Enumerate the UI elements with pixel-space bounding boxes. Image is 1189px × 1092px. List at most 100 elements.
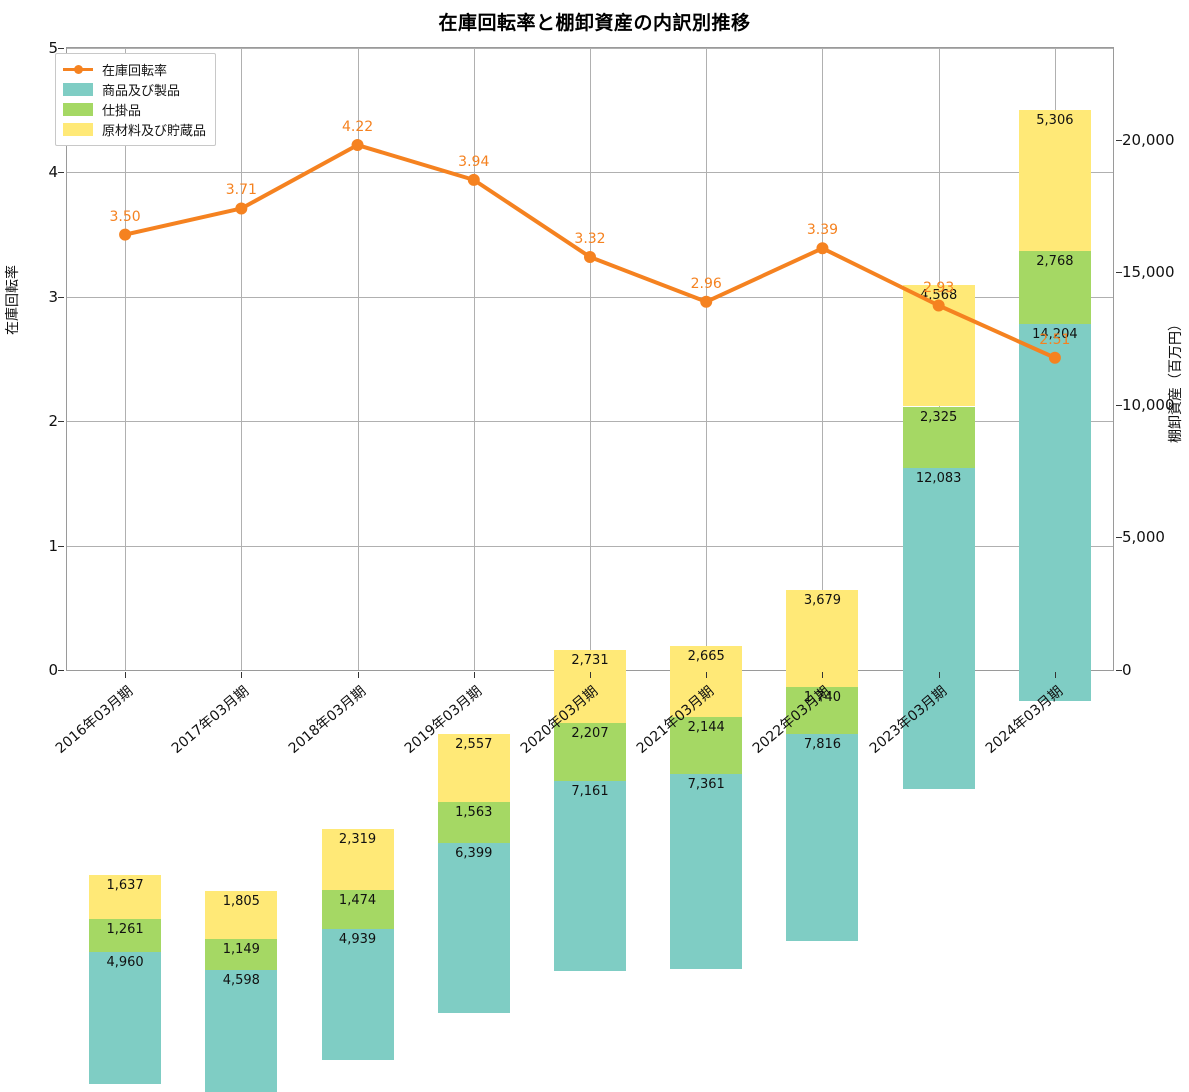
chart-legend: 在庫回転率商品及び製品 仕掛品原材料及び貯蔵品 [55,53,217,146]
y-axis-left-tick-label: 5 [8,39,64,57]
tick-mark [1116,670,1122,671]
bar-segment-value-label: 2,319 [338,831,377,847]
gridline-vertical [590,48,591,670]
y-axis-right-title: 棚卸資産（百万円） [1168,317,1184,443]
bar-segment[interactable]: 14,204 [1018,324,1091,702]
bar-segment-value-label: 1,805 [222,894,260,910]
y-axis-left-tick-label: 4 [8,163,64,181]
bar-segment[interactable]: 1,563 [437,801,510,844]
tick-mark [58,172,64,174]
legend-item[interactable]: 商品及び製品 [63,79,206,99]
x-axis-tick-mark [590,672,591,678]
bar-segment-value-label: 6,399 [455,846,493,862]
y-axis-left-tick-label: 1 [8,537,64,555]
bar-segment-value-label: 4,598 [222,972,260,988]
tick-mark [58,48,64,49]
line-series-layer [119,139,1061,364]
chart-canvas: 在庫回転率と棚卸資産の内訳別推移 在庫回転率 棚卸資産（百万円） 会計年度 4,… [5,12,1189,1092]
x-axis-tick-mark [938,672,940,678]
chart-title: 在庫回転率と棚卸資産の内訳別推移 [438,12,751,34]
line-data-point[interactable] [816,242,829,255]
y-axis-left-tick-label: 3 [8,288,64,306]
legend-item[interactable]: 仕掛品 [63,99,206,119]
bar-segment[interactable]: 2,319 [321,828,394,891]
x-axis-tick-mark [473,672,475,678]
bar-segment-value-label: 2,557 [455,736,493,752]
line-data-point[interactable] [351,139,364,152]
line-data-point[interactable] [119,228,132,241]
tick-mark [1116,404,1122,406]
x-axis-tick-label: 2017年03月期 [169,683,253,757]
y-axis-left-tick-label: 2 [8,412,64,430]
y-axis-right-tick-label: 20,000 [1116,131,1189,149]
tick-mark [1116,537,1122,539]
y-axis-right-tick-label: 15,000 [1116,263,1189,281]
legend-color-swatch [63,82,93,96]
bar-segment[interactable]: 1,805 [205,891,278,940]
gridline-vertical [241,48,243,670]
line-data-point[interactable] [584,250,596,263]
bar-segment[interactable]: 1,474 [321,890,394,930]
tick-mark [1116,139,1122,141]
legend-item-label: 商品及び製品 [102,83,181,99]
bar-segment[interactable]: 2,731 [553,650,627,723]
bar-segment-value-label: 7,816 [803,736,842,752]
bar-segment-value-label: 4,939 [338,932,377,948]
tick-mark [58,545,64,547]
line-data-point[interactable] [1048,351,1061,364]
bar-segment[interactable]: 1,637 [89,875,162,919]
bar-segment-value-label: 1,261 [106,921,144,937]
line-data-point[interactable] [700,295,713,308]
x-axis-tick-mark [822,672,824,678]
tick-mark [58,296,64,298]
bar-segment[interactable]: 12,083 [902,468,975,789]
bar-segment[interactable]: 4,598 [205,969,278,1092]
tick-mark [1116,272,1122,274]
bar-segment[interactable]: 7,161 [553,781,627,972]
line-data-point[interactable] [235,202,248,215]
x-axis-tick-mark [241,672,243,678]
bar-segment[interactable]: 4,960 [89,952,162,1084]
gridline-vertical [706,48,708,670]
legend-line-marker-icon [63,63,93,76]
gridline-vertical [473,48,475,670]
legend-item-label: 在庫回転率 [102,63,168,79]
y-axis-right-tick-label: 10,000 [1116,396,1189,414]
legend-item[interactable]: 原材料及び貯蔵品 [63,119,206,139]
tick-mark [58,670,64,671]
bar-stack[interactable]: 12,083 2,325 4,568 [902,167,975,789]
bar-segment[interactable]: 2,207 [553,722,627,782]
bar-segment[interactable]: 2,557 [437,733,510,802]
y-axis-right-tick-label: 5,000 [1116,528,1189,546]
legend-color-swatch [63,102,93,116]
bar-segment-value-label: 1,474 [338,893,377,909]
bar-segment-value-label: 1,149 [222,942,260,958]
bar-segment[interactable]: 1,149 [205,939,278,970]
line-data-point[interactable] [932,299,945,312]
bar-segment-value-label: 7,161 [571,784,609,800]
bar-segment[interactable]: 7,361 [670,773,743,970]
line-data-point[interactable] [467,173,480,186]
bar-segment[interactable]: 4,939 [321,929,394,1061]
y-axis-right-tick-label: 0 [1116,661,1189,679]
gridline-vertical [357,48,359,670]
gridline-vertical [125,48,127,670]
legend-item-label: 原材料及び貯蔵品 [102,123,207,139]
bar-stack[interactable]: 14,204 2,768 5,306 [1018,79,1091,702]
x-axis-tick-label: 2016年03月期 [52,683,137,757]
plot-area: 4,960 1,261 1,637 4,598 1,149 1,805 4,939 1,474… [66,47,1114,1092]
legend-line-dot [74,64,83,74]
legend-item[interactable]: 在庫回転率 [63,59,206,79]
bar-segment-value-label: 1,563 [455,804,493,820]
x-axis-tick-mark [1054,672,1056,678]
x-axis-tick-label: 2018年03月期 [285,683,369,757]
legend-color-swatch [63,122,93,136]
gridline-vertical [822,48,824,670]
bar-segment[interactable]: 6,399 [437,843,510,1013]
bar-segment[interactable]: 1,261 [89,918,162,952]
legend-item-label: 仕掛品 [102,103,142,119]
tick-mark [58,421,64,423]
bar-segment-value-label: 2,207 [571,725,609,741]
x-axis-tick-mark [706,672,708,678]
bar-segment[interactable]: 7,816 [786,733,859,941]
